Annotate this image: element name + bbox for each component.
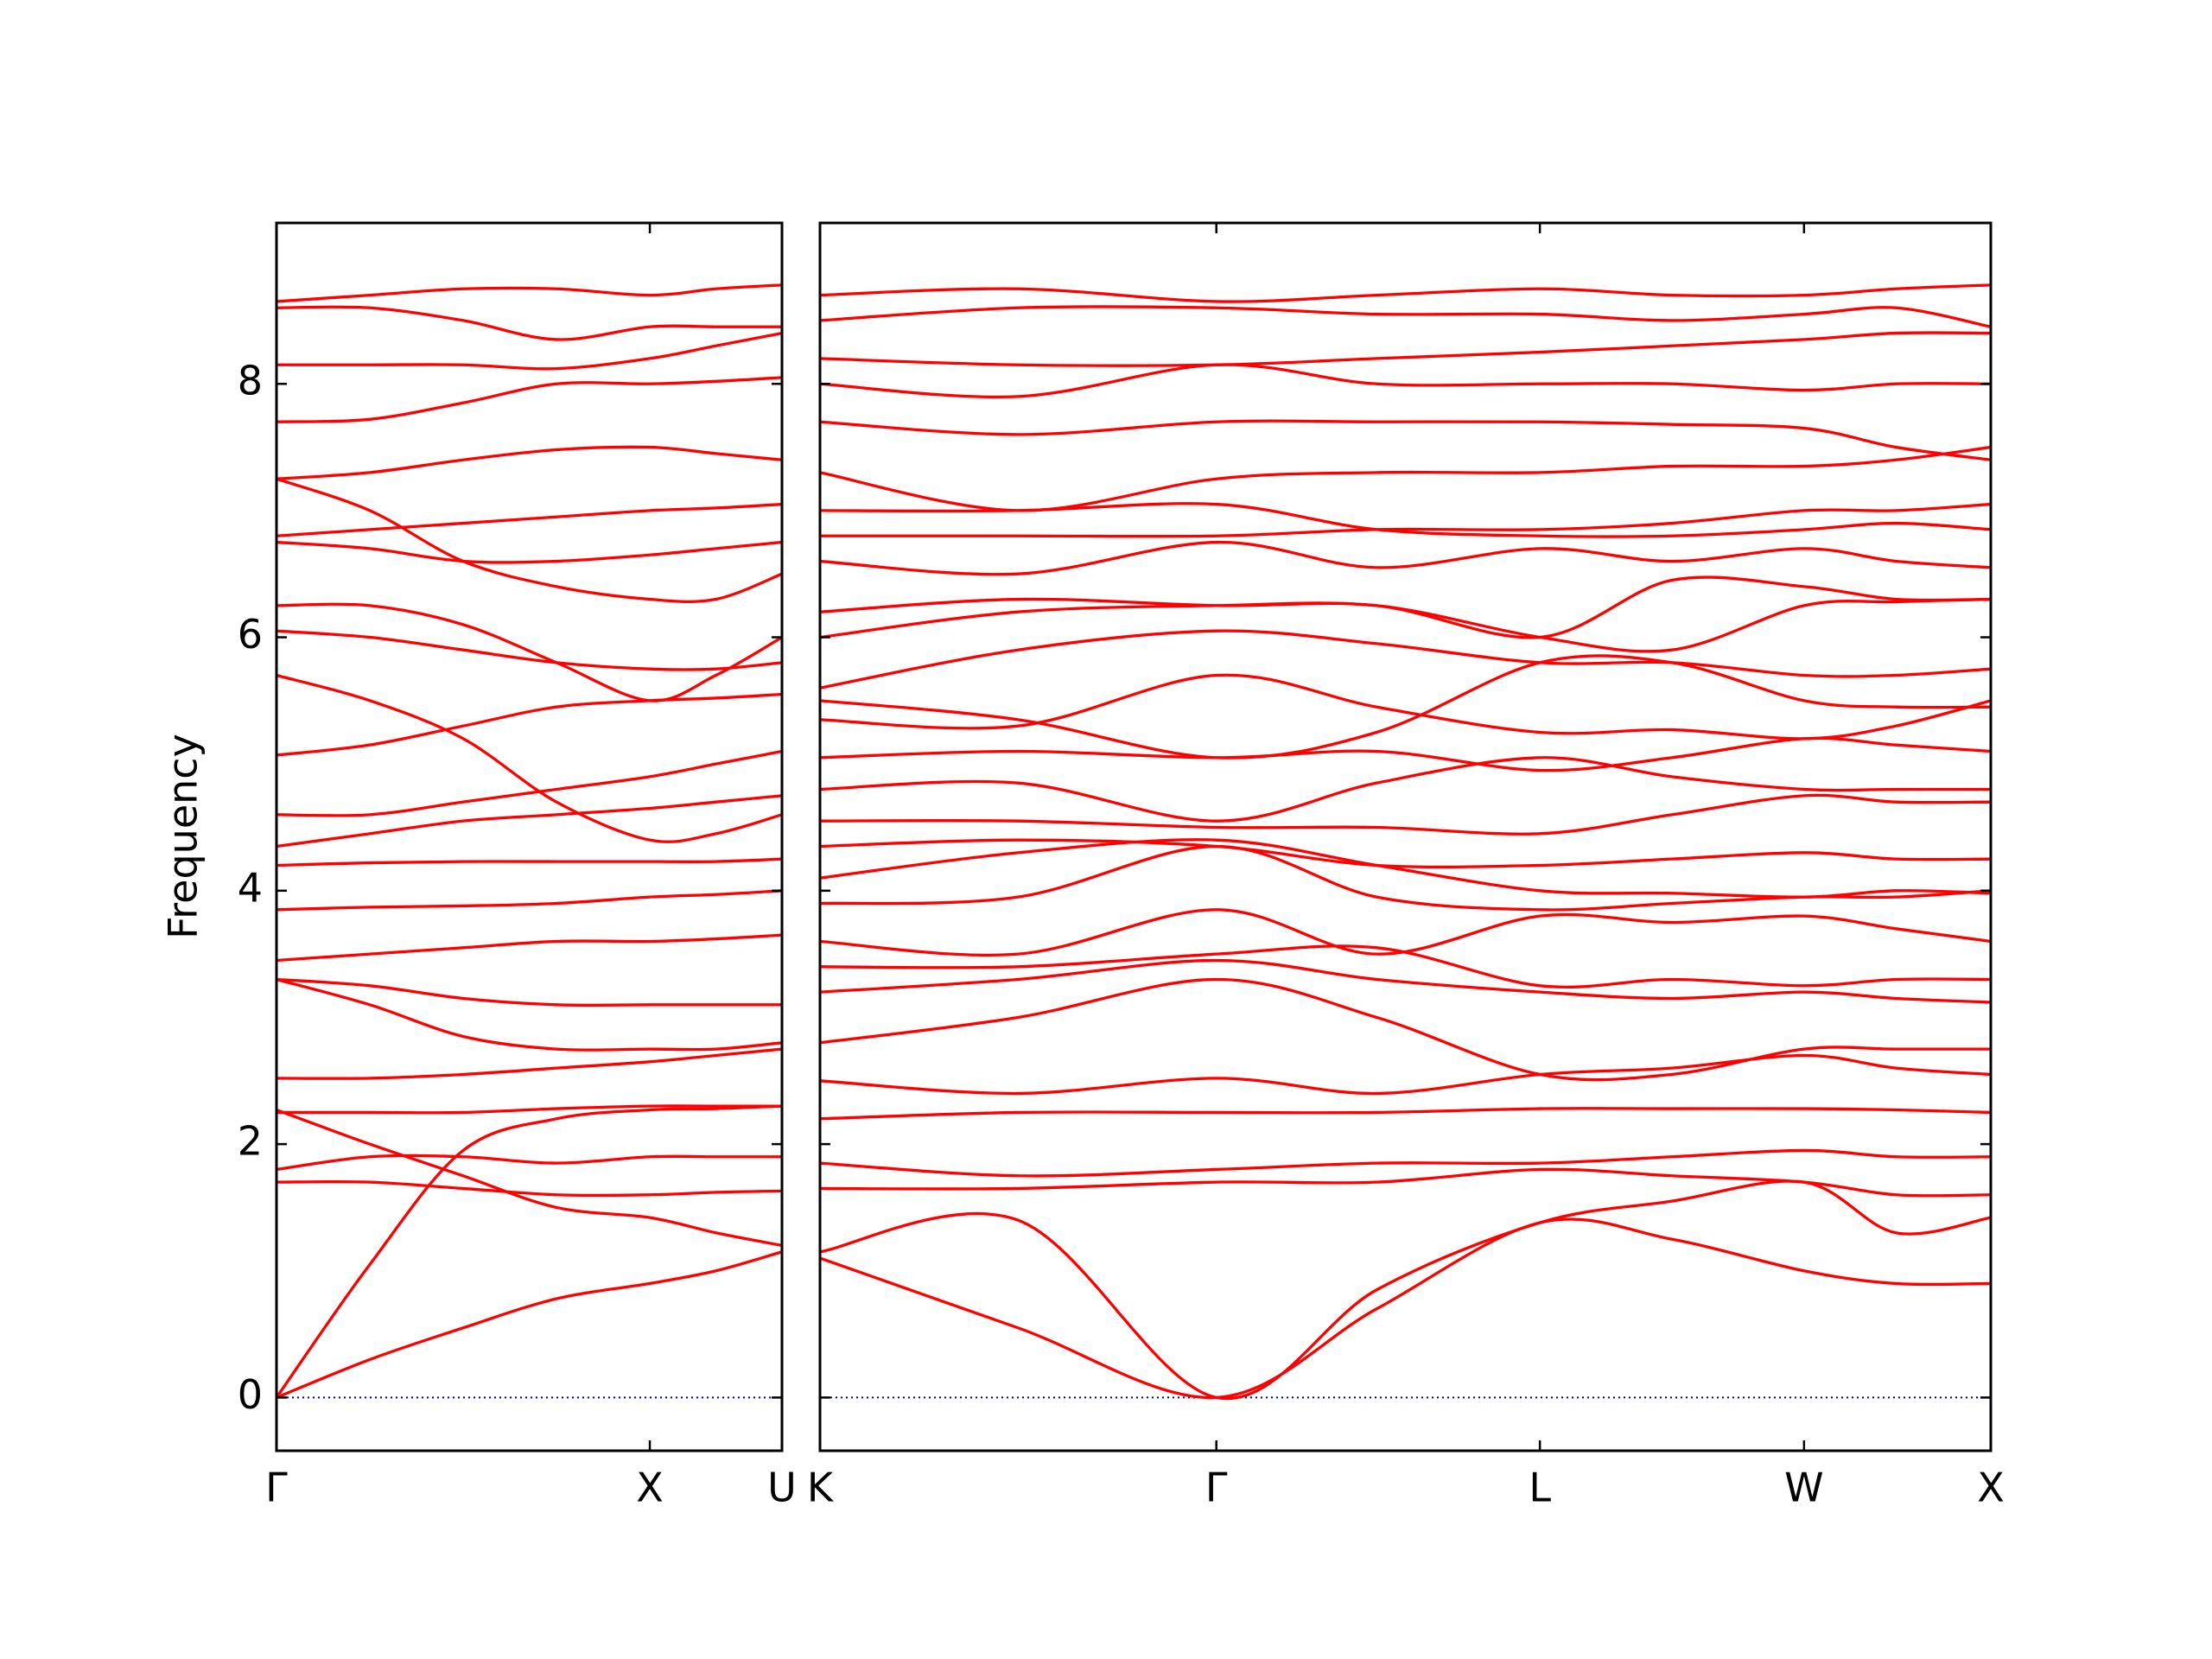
plot-frame (275, 221, 784, 1452)
band-line (819, 654, 1992, 760)
band-line (819, 1167, 1992, 1198)
band-line (819, 793, 1992, 836)
band-line (819, 331, 1992, 367)
x-tick-label: Γ (265, 1465, 288, 1511)
band-line (276, 602, 783, 702)
band-line (819, 363, 1992, 399)
band-line (819, 283, 1992, 303)
band-line (819, 1179, 1992, 1401)
y-axis-label: Frequency (160, 734, 207, 939)
band-line (819, 1148, 1992, 1178)
plot-frame (818, 221, 1993, 1452)
x-tick-label: K (807, 1465, 835, 1511)
band-line (276, 445, 783, 480)
y-tick-label: 0 (238, 1371, 263, 1418)
band-line (276, 977, 783, 1052)
band-line (819, 756, 1991, 823)
x-tick-label: X (636, 1465, 664, 1511)
y-tick-label: 6 (238, 611, 263, 658)
band-line (819, 502, 1992, 538)
y-tick-label: 8 (238, 358, 263, 404)
band-line (276, 1104, 782, 1115)
bands (819, 283, 1992, 1401)
x-tick-label: L (1529, 1465, 1551, 1511)
x-tick-label: U (767, 1465, 797, 1511)
band-line (276, 692, 783, 757)
band-line (276, 502, 783, 537)
band-line (819, 844, 1992, 912)
band-line (276, 376, 783, 423)
band-line (819, 540, 1992, 576)
band-line (819, 838, 1992, 869)
band-line (819, 629, 1992, 690)
band-line (819, 977, 1991, 1082)
band-line (819, 838, 1992, 899)
band-line (276, 977, 782, 1007)
band-line (819, 908, 1992, 957)
band-line (276, 889, 783, 912)
band-line (819, 1107, 1992, 1121)
band-line (276, 283, 783, 303)
band-line (819, 419, 1992, 461)
band-line (276, 933, 783, 963)
band-line (276, 1047, 783, 1080)
x-tick-label: Γ (1205, 1465, 1228, 1511)
band-line (276, 1108, 783, 1248)
x-tick-label: W (1784, 1465, 1823, 1511)
y-tick-label: 2 (238, 1118, 263, 1165)
band-line (276, 1179, 783, 1198)
band-line (276, 331, 783, 371)
band-line (819, 445, 1992, 512)
band-line (276, 477, 783, 604)
band-line (276, 1154, 782, 1172)
y-tick-label: 4 (238, 864, 263, 911)
band-line (819, 575, 1992, 639)
band-line (276, 1250, 783, 1399)
band-line (276, 629, 783, 671)
band-line (276, 794, 783, 849)
band-line (276, 673, 783, 843)
bands (275, 283, 783, 1399)
x-tick-label: X (1977, 1465, 2005, 1511)
band-line (276, 540, 783, 564)
band-line (276, 305, 782, 341)
band-line (819, 1053, 1992, 1096)
band-line (819, 1217, 1992, 1400)
band-line (819, 597, 1992, 653)
band-line (276, 857, 783, 868)
band-line (819, 944, 1992, 989)
band-line (819, 958, 1992, 1004)
band-line (819, 673, 1992, 741)
band-line (276, 749, 783, 817)
band-line (275, 1104, 783, 1399)
band-line (819, 736, 1992, 772)
band-line (819, 305, 1992, 328)
